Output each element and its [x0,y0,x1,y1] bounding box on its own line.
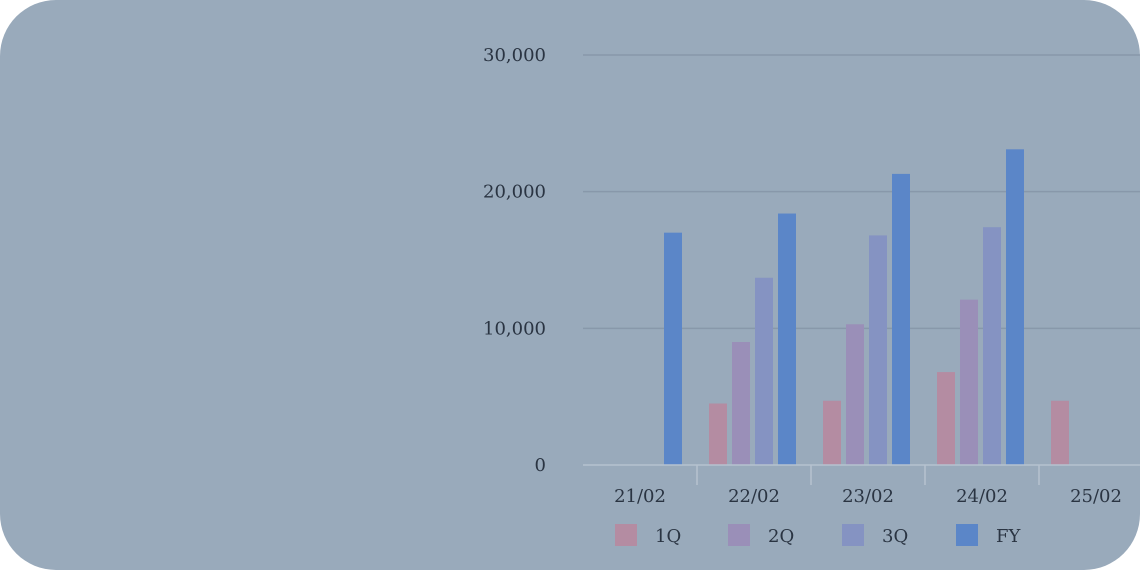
bar-2q-24-02 [960,299,978,465]
x-axis: 21/02 22/02 23/02 24/02 25/02 [583,464,1140,507]
x-tick-label: 22/02 [728,486,780,507]
bar-fy-23-02 [892,173,910,465]
legend-label-fy: FY [996,526,1021,547]
legend-swatch-3q [842,524,864,546]
legend: 1Q 2Q 3Q FY [615,524,1021,547]
y-tick-label: 0 [535,455,546,476]
x-tick-label: 24/02 [956,486,1008,507]
bar-fy-24-02 [1006,149,1024,466]
legend-label-3q: 3Q [882,526,908,547]
bar-fy-22-02 [778,213,796,465]
legend-label-2q: 2Q [768,526,794,547]
x-tick-label: 25/02 [1070,486,1122,507]
bar-1q-23-02 [823,400,841,465]
bar-1q-25-02 [1051,400,1069,465]
legend-swatch-fy [956,524,978,546]
bar-3q-23-02 [869,235,887,465]
legend-swatch-1q [615,524,637,546]
legend-label-1q: 1Q [655,526,681,547]
bar-1q-22-02 [709,403,727,465]
y-tick-label: 10,000 [483,318,546,339]
x-tick-label: 23/02 [842,486,894,507]
bar-2q-23-02 [846,324,864,465]
legend-swatch-2q [728,524,750,546]
bar-fy-21-02 [664,232,682,465]
bar-3q-22-02 [755,277,773,465]
x-tick-label: 21/02 [614,486,666,507]
y-tick-label: 30,000 [483,45,546,66]
y-tick-label: 20,000 [483,182,546,203]
y-axis-ticks: 0 10,000 20,000 30,000 [483,45,546,476]
bar-2q-22-02 [732,342,750,465]
bar-1q-24-02 [937,372,955,465]
bar-3q-24-02 [983,227,1001,465]
bars [664,149,1069,466]
